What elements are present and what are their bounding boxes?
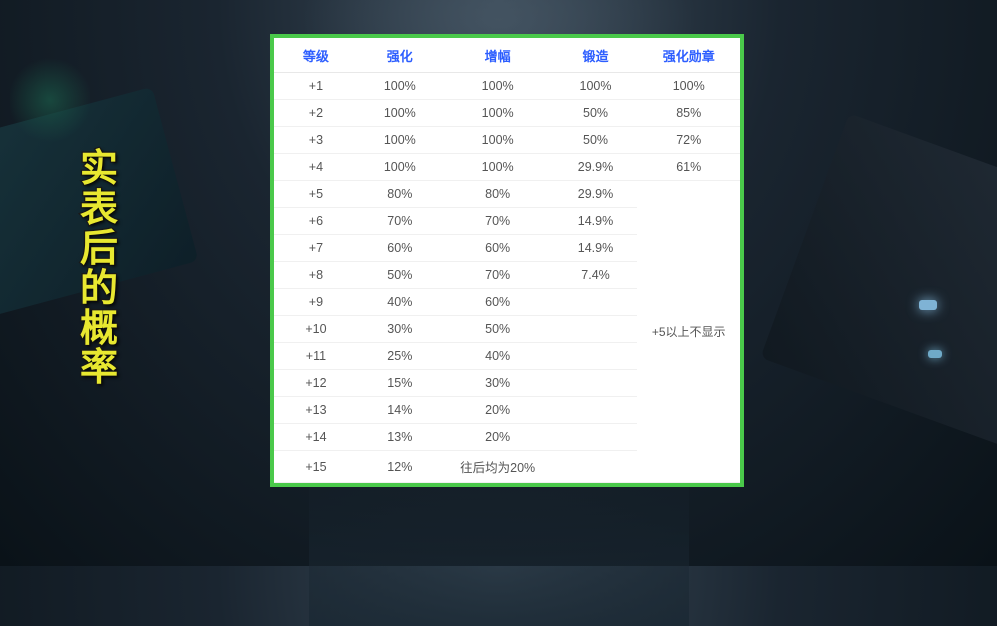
cell-amp: 50% — [442, 316, 554, 343]
cell-level: +3 — [274, 127, 358, 154]
cell-forge: 14.9% — [554, 235, 638, 262]
cell-forge: 29.9% — [554, 181, 638, 208]
cell-enhance: 12% — [358, 451, 442, 483]
cell-forge — [554, 424, 638, 451]
cell-amp: 20% — [442, 424, 554, 451]
cell-enhance: 70% — [358, 208, 442, 235]
cell-amp: 40% — [442, 343, 554, 370]
cell-medal: 100% — [637, 73, 740, 100]
title-char: 的 — [80, 270, 118, 310]
title-char: 表 — [80, 190, 118, 230]
table-row: +580%80%29.9%+5以上不显示 — [274, 181, 740, 208]
bg-light-dot2 — [928, 350, 942, 358]
cell-enhance: 50% — [358, 262, 442, 289]
cell-enhance: 100% — [358, 127, 442, 154]
probability-table: 等级 强化 增幅 锻造 强化勋章 +1100%100%100%100%+2100… — [274, 38, 740, 483]
cell-amp: 60% — [442, 235, 554, 262]
table-body: +1100%100%100%100%+2100%100%50%85%+3100%… — [274, 73, 740, 483]
cell-level: +4 — [274, 154, 358, 181]
cell-enhance: 100% — [358, 73, 442, 100]
title-char: 率 — [80, 349, 118, 389]
cell-amp: 100% — [442, 127, 554, 154]
cell-level: +12 — [274, 370, 358, 397]
cell-level: +1 — [274, 73, 358, 100]
cell-level: +10 — [274, 316, 358, 343]
cell-forge — [554, 397, 638, 424]
title-char: 后 — [80, 230, 118, 270]
table-row: +3100%100%50%72% — [274, 127, 740, 154]
cell-level: +6 — [274, 208, 358, 235]
col-level: 等级 — [274, 38, 358, 73]
bg-light-dot1 — [919, 300, 937, 310]
cell-level: +5 — [274, 181, 358, 208]
cell-enhance: 30% — [358, 316, 442, 343]
cell-amp: 100% — [442, 100, 554, 127]
cell-enhance: 40% — [358, 289, 442, 316]
cell-forge: 14.9% — [554, 208, 638, 235]
cell-enhance: 80% — [358, 181, 442, 208]
cell-level: +9 — [274, 289, 358, 316]
cell-amp: 80% — [442, 181, 554, 208]
col-forge: 锻造 — [554, 38, 638, 73]
cell-amp: 30% — [442, 370, 554, 397]
medal-note-cell: +5以上不显示 — [637, 181, 740, 483]
cell-enhance: 13% — [358, 424, 442, 451]
title-char: 实 — [80, 150, 118, 190]
cell-forge: 50% — [554, 100, 638, 127]
cell-enhance: 14% — [358, 397, 442, 424]
cell-level: +15 — [274, 451, 358, 483]
cell-level: +7 — [274, 235, 358, 262]
cell-amp: 70% — [442, 208, 554, 235]
cell-level: +13 — [274, 397, 358, 424]
cell-medal: 72% — [637, 127, 740, 154]
cell-level: +2 — [274, 100, 358, 127]
cell-forge — [554, 451, 638, 483]
cell-level: +14 — [274, 424, 358, 451]
cell-medal: 85% — [637, 100, 740, 127]
table-row: +4100%100%29.9%61% — [274, 154, 740, 181]
cell-medal: 61% — [637, 154, 740, 181]
col-amplify: 增幅 — [442, 38, 554, 73]
title-char: 概 — [80, 310, 118, 350]
cell-forge — [554, 289, 638, 316]
cell-enhance: 60% — [358, 235, 442, 262]
cell-forge: 100% — [554, 73, 638, 100]
cell-enhance: 15% — [358, 370, 442, 397]
cell-amp: 100% — [442, 73, 554, 100]
bg-shape-right — [760, 113, 997, 446]
cell-forge — [554, 343, 638, 370]
table-header-row: 等级 强化 增幅 锻造 强化勋章 — [274, 38, 740, 73]
cell-forge: 7.4% — [554, 262, 638, 289]
cell-enhance: 100% — [358, 100, 442, 127]
cell-amp: 20% — [442, 397, 554, 424]
cell-forge: 29.9% — [554, 154, 638, 181]
cell-amp: 60% — [442, 289, 554, 316]
bg-shape-bottom — [309, 466, 689, 626]
cell-level: +11 — [274, 343, 358, 370]
cell-amp: 100% — [442, 154, 554, 181]
cell-forge — [554, 316, 638, 343]
cell-amp: 70% — [442, 262, 554, 289]
cell-enhance: 25% — [358, 343, 442, 370]
cell-forge: 50% — [554, 127, 638, 154]
probability-table-panel: 等级 强化 增幅 锻造 强化勋章 +1100%100%100%100%+2100… — [270, 34, 744, 487]
cell-level: +8 — [274, 262, 358, 289]
table-row: +1100%100%100%100% — [274, 73, 740, 100]
bg-glow-green — [10, 55, 90, 145]
col-enhance: 强化 — [358, 38, 442, 73]
table-row: +2100%100%50%85% — [274, 100, 740, 127]
col-medal: 强化勋章 — [637, 38, 740, 73]
cell-amp: 往后均为20% — [442, 451, 554, 483]
cell-enhance: 100% — [358, 154, 442, 181]
cell-forge — [554, 370, 638, 397]
vertical-title: 实 表 后 的 概 率 — [80, 150, 118, 389]
